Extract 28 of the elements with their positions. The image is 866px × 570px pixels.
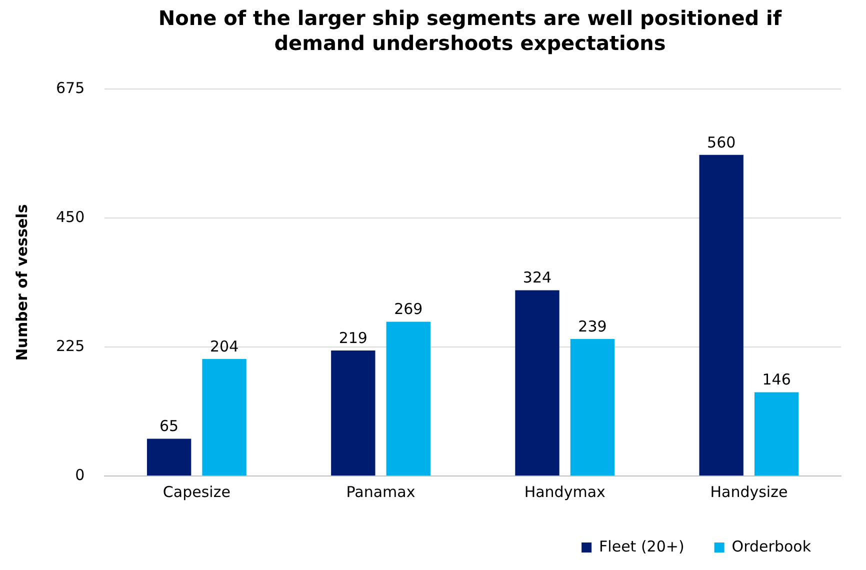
data-label: 269: [394, 300, 423, 318]
y-tick-label: 0: [75, 466, 85, 484]
bar: [515, 290, 560, 476]
y-tick-label: 675: [56, 78, 85, 97]
y-tick-label: 450: [56, 208, 85, 226]
x-tick-label: Handymax: [524, 482, 606, 501]
x-tick-label: Capesize: [162, 482, 230, 501]
x-tick-label: Handysize: [710, 482, 788, 501]
legend-label: Orderbook: [732, 537, 812, 556]
y-axis-title: Number of vessels: [12, 204, 31, 361]
y-tick-label: 225: [56, 336, 85, 355]
bar: [386, 322, 430, 476]
data-label: 560: [707, 133, 736, 152]
data-label: 324: [522, 268, 552, 287]
bar: [699, 154, 744, 476]
bar: [331, 350, 376, 476]
data-label: 219: [338, 328, 368, 347]
data-label: 65: [160, 417, 179, 436]
x-tick-label: Panamax: [346, 482, 416, 501]
data-label: 204: [210, 337, 239, 356]
data-label: 146: [762, 370, 791, 389]
data-label: 239: [578, 317, 607, 336]
bar: [570, 338, 615, 476]
chart-title: None of the larger ship segments are well positioned if demand undershoots expectations: [157, 6, 783, 56]
bar: [146, 438, 192, 476]
bar: [754, 392, 799, 476]
legend-label: Fleet (20+): [599, 537, 684, 556]
bar: [202, 359, 246, 476]
